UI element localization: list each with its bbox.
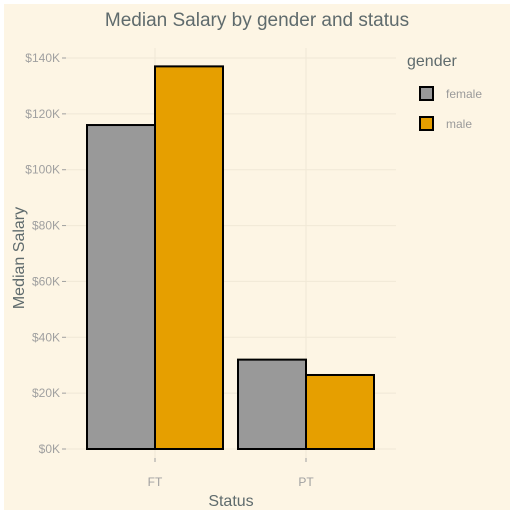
y-tick-label: $80K — [32, 219, 60, 233]
y-tick-label: $40K — [32, 330, 60, 344]
y-tick-label: $60K — [32, 274, 60, 288]
legend-label-male: male — [446, 117, 472, 131]
x-axis-title: Status — [208, 493, 253, 510]
bars — [86, 65, 375, 451]
legend-label-female: female — [446, 87, 482, 101]
y-axis-ticks: $0K $20K $40K $60K $80K $100K $120K $140K — [25, 51, 66, 456]
y-tick-label: $140K — [25, 51, 60, 65]
legend: gender female male — [407, 53, 482, 131]
x-axis-ticks: FT PT — [148, 458, 314, 489]
bar-ft-female — [86, 124, 156, 451]
bar-pt-female — [237, 358, 307, 450]
legend-swatch-female — [419, 86, 434, 101]
bar-pt-male — [305, 373, 375, 450]
bar-ft-male — [154, 65, 224, 450]
x-tick-label: PT — [298, 475, 314, 489]
legend-title: gender — [407, 53, 457, 70]
legend-swatch-male — [419, 116, 434, 131]
x-tick-label: FT — [148, 475, 163, 489]
y-axis-title: Median Salary — [11, 207, 28, 309]
y-tick-label: $100K — [25, 163, 60, 177]
y-tick-label: $120K — [25, 107, 60, 121]
y-tick-label: $20K — [32, 386, 60, 400]
chart-title: Median Salary by gender and status — [105, 10, 409, 31]
y-tick-label: $0K — [39, 442, 60, 456]
